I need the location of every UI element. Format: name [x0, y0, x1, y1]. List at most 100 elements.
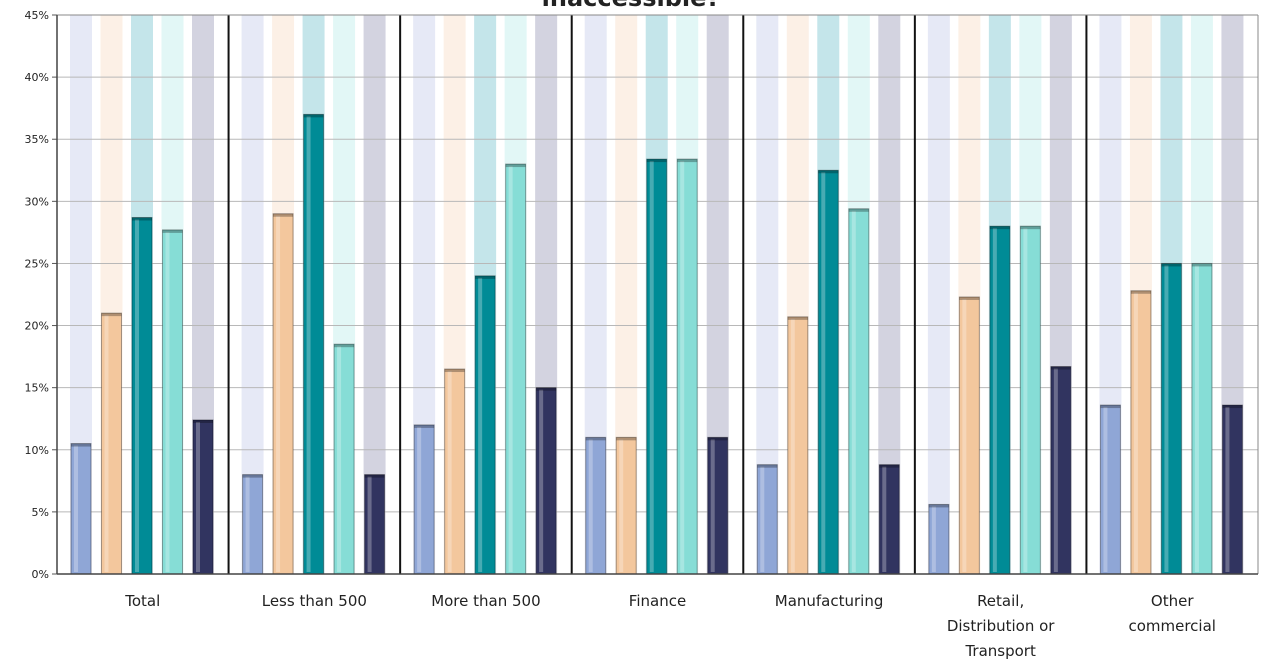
- bar-highlight: [1133, 292, 1138, 572]
- bar-highlight: [1194, 265, 1199, 572]
- bar-cap: [757, 464, 778, 468]
- bar-highlight: [790, 318, 795, 572]
- y-tick-label: 20%: [25, 320, 49, 333]
- bar-cap: [879, 464, 900, 468]
- bar-cap: [444, 369, 465, 373]
- y-tick-label: 40%: [25, 71, 49, 84]
- bar-cap: [1161, 263, 1182, 267]
- bar-background: [363, 15, 386, 574]
- bar-cap: [1130, 290, 1151, 294]
- bar-highlight: [760, 466, 765, 572]
- x-category-label: Other: [1151, 592, 1194, 610]
- bar-highlight: [821, 172, 826, 572]
- bar-highlight: [135, 219, 139, 572]
- bar-cap: [848, 208, 869, 212]
- bar-highlight: [104, 315, 109, 572]
- bar-cap: [616, 437, 637, 441]
- bar-highlight: [1023, 228, 1028, 572]
- y-tick-label: 45%: [25, 9, 49, 22]
- bar-highlight: [508, 166, 513, 573]
- bar-highlight: [962, 298, 967, 572]
- x-category-label: commercial: [1128, 617, 1216, 635]
- bar-background: [878, 15, 901, 574]
- x-category-label: Manufacturing: [775, 592, 884, 610]
- y-tick-label: 15%: [25, 382, 49, 395]
- bar-highlight: [882, 466, 887, 572]
- bar-cap: [928, 504, 949, 508]
- bar-highlight: [1225, 407, 1230, 572]
- bar-highlight: [367, 476, 372, 572]
- bar-cap: [303, 114, 324, 118]
- bar-highlight: [1053, 368, 1058, 572]
- x-category-label: Transport: [964, 642, 1036, 659]
- bar-highlight: [931, 506, 936, 572]
- x-category-label: More than 500: [431, 592, 540, 610]
- chart-title: inaccessible?: [0, 0, 1262, 12]
- bar-cap: [989, 226, 1010, 230]
- bar-cap: [71, 443, 91, 447]
- bar-cap: [536, 387, 557, 391]
- bar-highlight: [74, 445, 78, 572]
- y-tick-label: 25%: [25, 257, 49, 270]
- bar-highlight: [619, 439, 624, 572]
- bar-highlight: [245, 476, 250, 572]
- bar-highlight: [851, 210, 856, 572]
- bar-cap: [273, 213, 294, 217]
- bar-background: [706, 15, 729, 574]
- bar-highlight: [539, 389, 544, 572]
- bar-cap: [334, 344, 355, 348]
- x-category-label: Retail,: [977, 592, 1024, 610]
- bar-cap: [475, 275, 496, 279]
- bar-background: [584, 15, 607, 574]
- bar-cap: [242, 474, 263, 478]
- x-category-label: Finance: [629, 592, 686, 610]
- bar-highlight: [165, 231, 170, 572]
- bar-cap: [132, 217, 152, 221]
- bar-highlight: [1103, 407, 1108, 572]
- bar-cap: [505, 164, 526, 168]
- bar-cap: [1050, 366, 1071, 370]
- bar-highlight: [649, 161, 654, 572]
- bar-highlight: [710, 439, 715, 572]
- bar-cap: [364, 474, 385, 478]
- y-tick-label: 0%: [32, 568, 49, 581]
- bar-cap: [787, 316, 808, 320]
- bar-background: [615, 15, 638, 574]
- bar-highlight: [1164, 265, 1169, 572]
- bar-cap: [1191, 263, 1212, 267]
- bar-cap: [1100, 405, 1121, 409]
- bar-cap: [585, 437, 606, 441]
- bar-highlight: [588, 439, 593, 572]
- bar-cap: [818, 170, 839, 174]
- x-category-label: Less than 500: [262, 592, 367, 610]
- bar-highlight: [417, 426, 422, 572]
- bar-cap: [1020, 226, 1041, 230]
- bar-highlight: [680, 161, 685, 572]
- x-category-label: Total: [124, 592, 160, 610]
- bar-highlight: [306, 116, 311, 572]
- y-tick-label: 5%: [32, 506, 49, 519]
- y-tick-label: 30%: [25, 195, 49, 208]
- bar-highlight: [276, 215, 281, 572]
- bar-background: [927, 15, 950, 574]
- y-tick-label: 35%: [25, 133, 49, 146]
- x-category-label: Distribution or: [947, 617, 1055, 635]
- bar-background: [756, 15, 779, 574]
- bar-cap: [646, 159, 667, 163]
- bar-highlight: [196, 421, 200, 572]
- bar-cap: [1222, 405, 1243, 409]
- bar-cap: [162, 229, 183, 233]
- bar-cap: [101, 313, 122, 317]
- bar-highlight: [992, 228, 997, 572]
- bar-cap: [707, 437, 728, 441]
- bar-cap: [677, 159, 698, 163]
- bar-highlight: [447, 371, 452, 572]
- bar-background: [241, 15, 264, 574]
- bar-cap: [414, 424, 435, 428]
- bar-highlight: [478, 277, 483, 572]
- y-tick-label: 10%: [25, 444, 49, 457]
- bar-cap: [193, 419, 213, 423]
- bar-highlight: [337, 346, 342, 572]
- bar-cap: [959, 296, 980, 300]
